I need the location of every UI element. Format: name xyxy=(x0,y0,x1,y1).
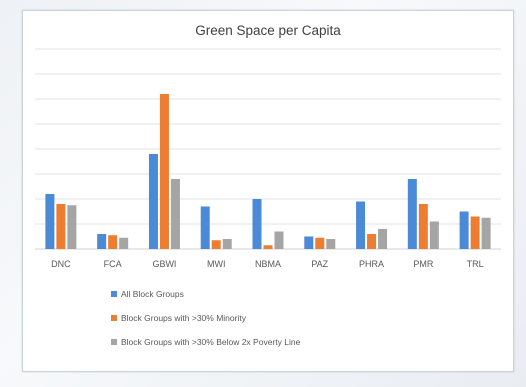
legend: All Block Groups Block Groups with >30% M… xyxy=(111,289,301,347)
bar-trl-series-2 xyxy=(470,216,480,249)
x-tick-label: FCA xyxy=(104,259,122,269)
bar-fca-series-2 xyxy=(108,235,118,249)
legend-swatch xyxy=(111,291,117,297)
x-tick-label: DNC xyxy=(51,259,71,269)
bar-dnc-series-3 xyxy=(67,205,77,249)
x-tick-labels: DNC FCA GBWI MWI NBMA PAZ PHRA PMR TRL xyxy=(51,259,483,269)
bar-fca-series-1 xyxy=(97,234,107,249)
bar-nbma-series-3 xyxy=(274,231,284,249)
bar-paz-series-2 xyxy=(315,237,325,249)
bar-dnc-series-1 xyxy=(45,194,55,249)
x-tick-label: PHRA xyxy=(359,259,384,269)
bar-mwi-series-2 xyxy=(211,240,221,249)
bar-paz-series-3 xyxy=(326,239,336,249)
bar-trl-series-3 xyxy=(481,217,491,249)
bar-trl-series-1 xyxy=(459,211,469,249)
bar-chart: Green Space per Capita DNC FCA GBWI MWI NBMA… xyxy=(35,23,501,347)
x-tick-label: NBMA xyxy=(255,259,281,269)
bar-gbwi-series-1 xyxy=(148,154,158,249)
chart-card: Green Space per Capita DNC FCA GBWI MWI NBMA… xyxy=(22,10,514,372)
bar-gbwi-series-2 xyxy=(159,94,169,249)
legend-label: All Block Groups xyxy=(121,289,184,299)
bar-phra-series-2 xyxy=(367,234,377,249)
x-tick-label: GBWI xyxy=(152,259,176,269)
bar-fca-series-3 xyxy=(119,237,129,249)
x-tick-label: TRL xyxy=(467,259,484,269)
chart-title: Green Space per Capita xyxy=(195,23,341,38)
bar-nbma-series-1 xyxy=(252,199,262,249)
bar-nbma-series-2 xyxy=(263,245,273,249)
legend-label: Block Groups with >30% Minority xyxy=(121,313,247,323)
legend-swatch xyxy=(111,315,117,321)
bar-pmr-series-3 xyxy=(429,221,439,249)
x-tick-label: MWI xyxy=(207,259,226,269)
bar-pmr-series-2 xyxy=(418,204,428,249)
bar-pmr-series-1 xyxy=(407,179,417,249)
bar-mwi-series-3 xyxy=(222,239,232,249)
legend-label: Block Groups with >30% Below 2x Poverty … xyxy=(121,337,301,347)
bar-mwi-series-1 xyxy=(200,206,210,249)
bar-paz-series-1 xyxy=(304,236,314,249)
bar-phra-series-3 xyxy=(378,229,388,249)
x-tick-label: PAZ xyxy=(311,259,328,269)
bar-gbwi-series-3 xyxy=(170,179,180,249)
legend-swatch xyxy=(111,339,117,345)
gridlines xyxy=(35,48,501,250)
x-tick-label: PMR xyxy=(413,259,434,269)
bars xyxy=(45,94,491,249)
bar-phra-series-1 xyxy=(356,201,366,249)
bar-dnc-series-2 xyxy=(56,204,66,249)
